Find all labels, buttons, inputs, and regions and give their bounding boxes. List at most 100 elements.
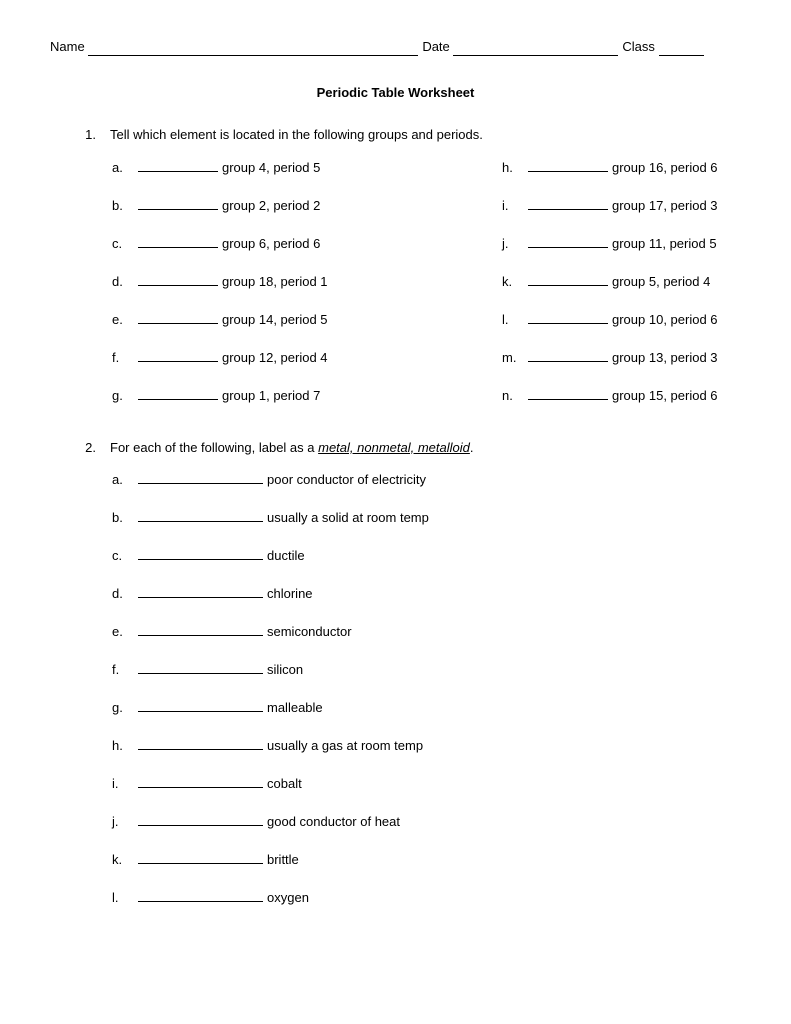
q2-item: f. silicon <box>112 661 741 681</box>
answer-blank[interactable] <box>138 851 263 864</box>
answer-blank[interactable] <box>138 737 263 750</box>
item-letter: a. <box>112 471 134 489</box>
answer-blank[interactable] <box>528 387 608 400</box>
item-letter: e. <box>112 311 134 329</box>
item-letter: m. <box>502 349 524 367</box>
q1-item: c. group 6, period 6 <box>112 235 462 255</box>
q2-list: a. poor conductor of electricity b. usual… <box>50 471 741 909</box>
item-letter: l. <box>502 311 524 329</box>
q2-item: b. usually a solid at room temp <box>112 509 741 529</box>
item-letter: g. <box>112 387 134 405</box>
q1-item: g. group 1, period 7 <box>112 387 462 407</box>
class-field: Class <box>622 38 703 56</box>
q2-item: d. chlorine <box>112 585 741 605</box>
answer-blank[interactable] <box>528 349 608 362</box>
item-desc: poor conductor of electricity <box>267 471 426 489</box>
answer-blank[interactable] <box>528 159 608 172</box>
answer-blank[interactable] <box>528 311 608 324</box>
answer-blank[interactable] <box>138 699 263 712</box>
answer-blank[interactable] <box>138 235 218 248</box>
answer-blank[interactable] <box>138 273 218 286</box>
item-letter: a. <box>112 159 134 177</box>
q1-item: b. group 2, period 2 <box>112 197 462 217</box>
date-blank[interactable] <box>453 43 618 56</box>
q1-item: h. group 16, period 6 <box>502 159 718 179</box>
q1-number: 1. <box>50 126 110 144</box>
item-desc: group 4, period 5 <box>222 159 320 177</box>
answer-blank[interactable] <box>138 387 218 400</box>
q2-prompt: For each of the following, label as a me… <box>110 439 741 457</box>
q2-item: l. oxygen <box>112 889 741 909</box>
q2-item: e. semiconductor <box>112 623 741 643</box>
q1-item: l. group 10, period 6 <box>502 311 718 331</box>
item-desc: good conductor of heat <box>267 813 400 831</box>
q1-columns: a. group 4, period 5 b. group 2, period 2… <box>50 159 741 425</box>
answer-blank[interactable] <box>138 585 263 598</box>
item-letter: g. <box>112 699 134 717</box>
item-letter: d. <box>112 273 134 291</box>
answer-blank[interactable] <box>138 311 218 324</box>
item-desc: silicon <box>267 661 303 679</box>
item-desc: group 14, period 5 <box>222 311 328 329</box>
item-letter: j. <box>112 813 134 831</box>
item-desc: cobalt <box>267 775 302 793</box>
item-desc: group 18, period 1 <box>222 273 328 291</box>
answer-blank[interactable] <box>138 197 218 210</box>
item-desc: ductile <box>267 547 305 565</box>
q2-item: j. good conductor of heat <box>112 813 741 833</box>
item-letter: c. <box>112 235 134 253</box>
item-letter: b. <box>112 197 134 215</box>
q1-item: k. group 5, period 4 <box>502 273 718 293</box>
item-desc: group 5, period 4 <box>612 273 710 291</box>
q1-item: m. group 13, period 3 <box>502 349 718 369</box>
q2-item: g. malleable <box>112 699 741 719</box>
answer-blank[interactable] <box>138 349 218 362</box>
item-letter: f. <box>112 349 134 367</box>
answer-blank[interactable] <box>138 509 263 522</box>
date-field: Date <box>422 38 618 56</box>
item-letter: f. <box>112 661 134 679</box>
answer-blank[interactable] <box>138 623 263 636</box>
q1-item: e. group 14, period 5 <box>112 311 462 331</box>
name-blank[interactable] <box>88 43 418 56</box>
answer-blank[interactable] <box>528 273 608 286</box>
item-letter: h. <box>112 737 134 755</box>
item-desc: brittle <box>267 851 299 869</box>
q2-item: c. ductile <box>112 547 741 567</box>
item-letter: d. <box>112 585 134 603</box>
q2-prompt-em: metal, nonmetal, metalloid <box>318 440 470 455</box>
question-2: 2. For each of the following, label as a… <box>50 439 741 909</box>
q1-prompt: Tell which element is located in the fol… <box>110 126 741 144</box>
answer-blank[interactable] <box>138 547 263 560</box>
item-desc: group 17, period 3 <box>612 197 718 215</box>
item-letter: c. <box>112 547 134 565</box>
item-letter: h. <box>502 159 524 177</box>
class-label: Class <box>622 39 655 54</box>
class-blank[interactable] <box>659 43 704 56</box>
answer-blank[interactable] <box>138 661 263 674</box>
item-desc: malleable <box>267 699 323 717</box>
item-letter: i. <box>112 775 134 793</box>
item-desc: usually a gas at room temp <box>267 737 423 755</box>
item-letter: b. <box>112 509 134 527</box>
q1-item: n. group 15, period 6 <box>502 387 718 407</box>
answer-blank[interactable] <box>138 813 263 826</box>
item-desc: semiconductor <box>267 623 352 641</box>
answer-blank[interactable] <box>528 235 608 248</box>
item-desc: usually a solid at room temp <box>267 509 429 527</box>
answer-blank[interactable] <box>138 775 263 788</box>
q2-item: k. brittle <box>112 851 741 871</box>
q1-item: f. group 12, period 4 <box>112 349 462 369</box>
answer-blank[interactable] <box>138 159 218 172</box>
worksheet-title: Periodic Table Worksheet <box>50 84 741 102</box>
item-letter: j. <box>502 235 524 253</box>
answer-blank[interactable] <box>528 197 608 210</box>
answer-blank[interactable] <box>138 471 263 484</box>
item-desc: group 11, period 5 <box>612 235 717 253</box>
item-desc: group 6, period 6 <box>222 235 320 253</box>
q2-prompt-pre: For each of the following, label as a <box>110 440 318 455</box>
date-label: Date <box>422 39 449 54</box>
item-desc: group 1, period 7 <box>222 387 320 405</box>
item-desc: group 13, period 3 <box>612 349 718 367</box>
answer-blank[interactable] <box>138 889 263 902</box>
